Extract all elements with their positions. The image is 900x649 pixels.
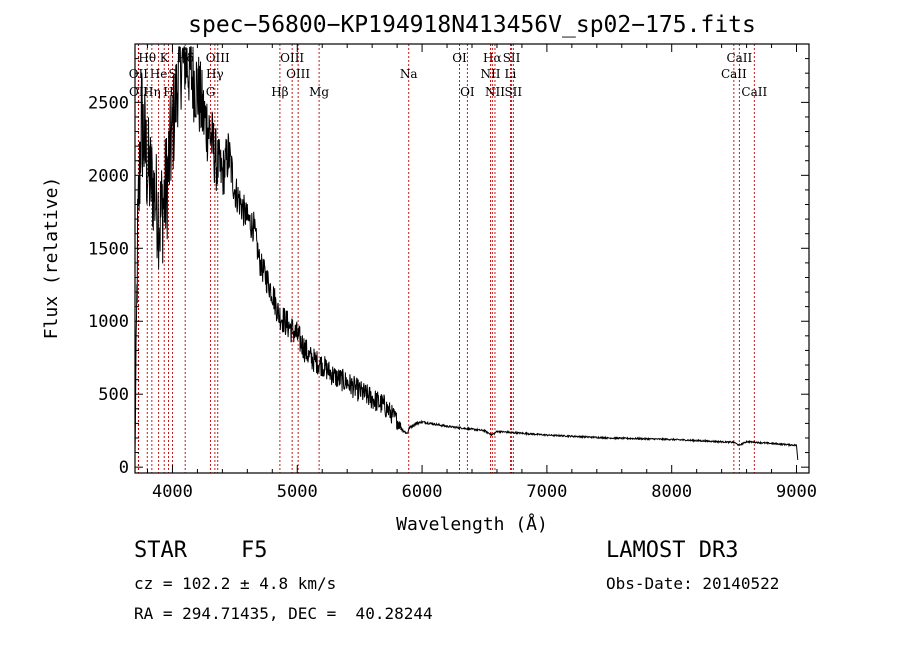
y-tick-label: 2000	[88, 166, 129, 186]
spectral-line-label: NII	[485, 85, 505, 99]
spectral-line-label: Mg	[309, 85, 329, 99]
x-tick-label: 5000	[277, 482, 318, 502]
object-class: STAR	[134, 538, 187, 563]
y-tick-label: 1000	[88, 312, 129, 332]
spectral-line-label: SII	[504, 85, 522, 99]
object-subclass: F5	[241, 538, 268, 563]
spectral-line-label: Hη	[143, 85, 161, 99]
spectral-line-label: OIII	[206, 51, 230, 65]
survey-name: LAMOST DR3	[606, 538, 739, 563]
spectrum-trace	[134, 46, 799, 460]
spectral-line-label: CaII	[721, 67, 747, 81]
x-tick-label: 4000	[152, 482, 193, 502]
y-tick-label: 1500	[88, 239, 129, 259]
spectral-line-label: S	[168, 67, 176, 81]
spectral-line-label: K	[160, 51, 170, 65]
obs-date: Obs-Date: 20140522	[606, 574, 780, 593]
spectral-line-label: Hβ	[271, 85, 288, 99]
spectral-line-label: SII	[503, 51, 521, 65]
plot-frame	[134, 43, 810, 474]
spectral-line-label: Li	[505, 67, 517, 81]
spectrum-line	[134, 46, 799, 460]
x-tick-label: 6000	[402, 482, 443, 502]
x-tick-label: 8000	[651, 482, 692, 502]
spectral-line-label: NII	[480, 67, 500, 81]
axes: 4000 5000 6000 7000 8000 9000 0 500 1000 1500 2000…	[88, 44, 817, 502]
spectral-line-label: Na	[400, 67, 418, 81]
spectral-line-label: OIII	[286, 67, 310, 81]
spectral-line-label: OI	[460, 85, 475, 99]
spectral-line-label: G	[206, 85, 216, 99]
spectral-line-label: H	[163, 85, 173, 99]
spectral-line-label: Hα	[483, 51, 502, 65]
y-tick-label: 2500	[88, 93, 129, 113]
x-tick-label: 7000	[526, 482, 567, 502]
y-tick-label: 0	[119, 458, 129, 478]
coordinates-readout: RA = 294.71435, DEC = 40.28244	[134, 604, 433, 623]
spectral-line-label: CaII	[741, 85, 767, 99]
y-tick-label: 500	[98, 385, 129, 405]
x-axis-label: Wavelength (Å)	[396, 513, 548, 535]
spectral-line-label: OI	[452, 51, 467, 65]
y-axis-label: Flux (relative)	[41, 177, 62, 340]
spectral-line-label: CaII	[726, 51, 752, 65]
spectral-line-label: Hγ	[206, 67, 224, 81]
spectral-line-label: Hθ	[138, 51, 156, 65]
velocity-readout: cz = 102.2 ± 4.8 km/s	[134, 574, 337, 593]
spectral-line-label: OII	[129, 85, 149, 99]
chart-title: spec−56800−KP194918N413456V_sp02−175.fit…	[188, 12, 756, 38]
x-tick-label: 9000	[776, 482, 817, 502]
spectral-line-label: OIII	[280, 51, 304, 65]
spectral-line-label: He	[150, 67, 168, 81]
